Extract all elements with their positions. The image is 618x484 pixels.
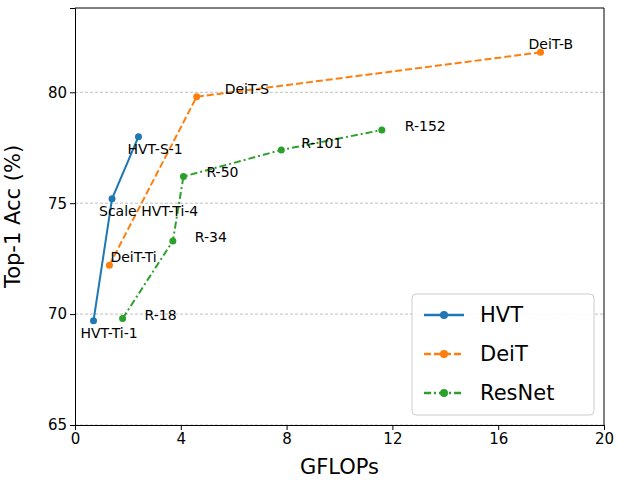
marker (378, 126, 385, 133)
tick-mark (70, 203, 75, 204)
chart: 0 4 8 12 16 20 65 70 75 80 HVT-Ti-1 Scale HVT-Ti-4 H… (0, 0, 618, 484)
tick-mark (70, 314, 75, 315)
axis-line (76, 426, 605, 431)
point-label: Scale HVT-Ti-4 (99, 203, 198, 219)
legend-marker (440, 311, 448, 319)
tick-label: 75 (48, 194, 67, 212)
point-label: R-34 (195, 229, 227, 245)
point-label: R-18 (145, 307, 177, 323)
tick-label: 16 (489, 430, 508, 448)
legend-box (412, 294, 594, 415)
legend-marker (440, 350, 448, 358)
tick: 65 (48, 416, 75, 434)
series-line (123, 130, 382, 319)
tick-label: 70 (48, 305, 67, 323)
point-label: R-101 (301, 135, 342, 151)
tick-label: 20 (595, 430, 614, 448)
legend-label: DeiT (480, 342, 528, 366)
tick: 20 (595, 425, 614, 448)
point-label: DeiT-Ti (110, 249, 156, 265)
point-label: HVT-Ti-1 (81, 325, 138, 341)
point-label: R-152 (405, 118, 446, 134)
x-axis-title: GFLOPs (300, 455, 379, 479)
legend: HVT DeiT ResNet (412, 294, 594, 415)
marker (135, 133, 142, 140)
tick: 80 (48, 84, 75, 102)
marker (119, 315, 126, 322)
point-label: R-50 (206, 164, 238, 180)
tick: 70 (48, 305, 75, 323)
axis-line (70, 9, 76, 426)
series-line (94, 137, 139, 321)
tick-label: 12 (383, 430, 402, 448)
series-group (90, 49, 544, 324)
tick-label: 0 (71, 430, 81, 448)
marker (193, 93, 200, 100)
tick: 75 (48, 194, 75, 212)
legend-label: HVT (480, 303, 523, 327)
marker (278, 146, 285, 153)
tick: 12 (383, 425, 402, 448)
tick: 8 (282, 425, 292, 448)
tick-label: 65 (48, 416, 67, 434)
marker (169, 237, 176, 244)
point-label: DeiT-B (529, 36, 574, 52)
marker (109, 195, 116, 202)
tick: 16 (489, 425, 508, 448)
legend-label: ResNet (480, 381, 554, 405)
frame (75, 8, 604, 9)
point-label: HVT-S-1 (127, 141, 182, 157)
tick-mark (70, 92, 75, 93)
tick-label: 80 (48, 84, 67, 102)
marker (90, 317, 97, 324)
marker (180, 173, 187, 180)
tick-mark (70, 425, 75, 426)
tick: 4 (177, 425, 187, 448)
legend-marker (440, 389, 448, 397)
frame (604, 8, 605, 425)
y-axis: 65 70 75 80 (48, 9, 76, 435)
tick: 0 (71, 425, 81, 448)
point-label: DeiT-S (225, 81, 270, 97)
x-axis: 0 4 8 12 16 20 (71, 425, 614, 448)
tick-label: 4 (177, 430, 187, 448)
tick-label: 8 (282, 430, 292, 448)
plot-area: 0 4 8 12 16 20 65 70 75 80 HVT-Ti-1 Scale HVT-Ti-4 H… (48, 8, 614, 448)
grid-line (75, 92, 604, 93)
y-axis-title: Top-1 Acc (%) (1, 145, 25, 289)
y-grid (75, 92, 604, 425)
